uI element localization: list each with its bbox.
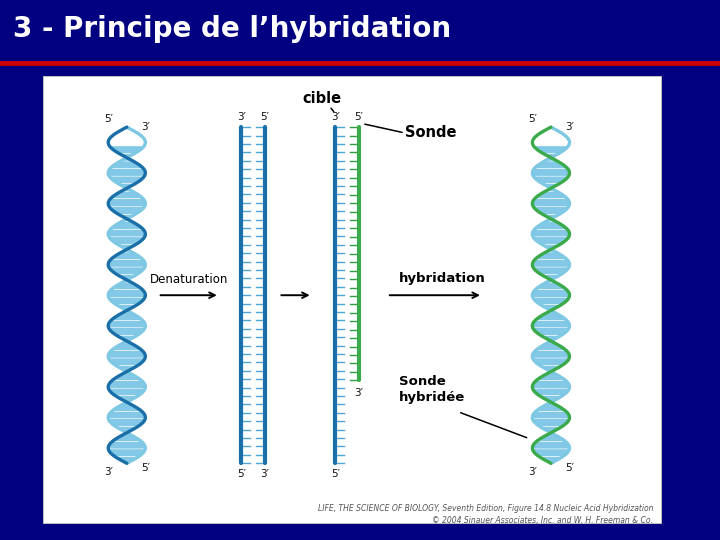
- Text: 3′: 3′: [141, 122, 150, 132]
- Text: 5′: 5′: [354, 112, 364, 122]
- Text: 3′: 3′: [331, 112, 340, 122]
- Text: Sonde: Sonde: [405, 125, 457, 140]
- Text: 3′: 3′: [261, 469, 269, 478]
- Text: 5′: 5′: [565, 463, 574, 473]
- Text: 3 - Principe de l’hybridation: 3 - Principe de l’hybridation: [13, 16, 451, 44]
- Text: 5′: 5′: [261, 112, 269, 122]
- Text: LIFE, THE SCIENCE OF BIOLOGY, Seventh Edition, Figure 14.8 Nucleic Acid Hybridiz: LIFE, THE SCIENCE OF BIOLOGY, Seventh Ed…: [318, 504, 653, 525]
- Text: 3′: 3′: [565, 122, 574, 132]
- Text: 5′: 5′: [237, 469, 246, 478]
- Text: 3′: 3′: [104, 467, 113, 477]
- Text: 3′: 3′: [528, 467, 537, 477]
- Text: cible: cible: [302, 91, 341, 105]
- Text: 5′: 5′: [528, 113, 537, 124]
- Text: hybridation: hybridation: [399, 272, 486, 285]
- Text: 5′: 5′: [141, 463, 150, 473]
- Text: Sonde
hybridée: Sonde hybridée: [399, 375, 466, 404]
- Text: 5′: 5′: [104, 113, 113, 124]
- Text: 3′: 3′: [237, 112, 246, 122]
- Text: 3′: 3′: [354, 388, 364, 399]
- Text: Denaturation: Denaturation: [150, 273, 228, 286]
- Text: 5′: 5′: [331, 469, 340, 478]
